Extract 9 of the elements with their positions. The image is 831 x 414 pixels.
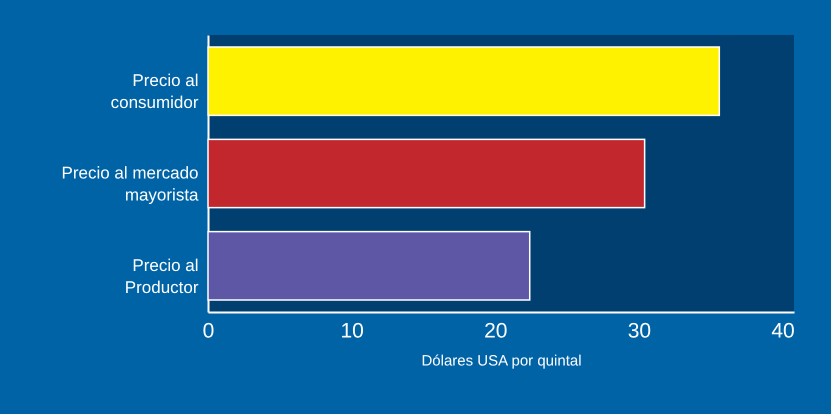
x-tick-label: 0 <box>202 320 214 342</box>
y-tick-label: Precio al Productor <box>124 256 199 297</box>
x-tick-label: 20 <box>484 320 508 342</box>
y-tick-label: Precio al consumidor <box>110 71 199 112</box>
x-axis-title: Dólares USA por quintal <box>421 352 582 370</box>
x-tick-label: 30 <box>628 320 652 342</box>
y-tick-label: Precio al mercado mayorista <box>61 164 200 204</box>
x-tick-label: 40 <box>771 320 795 342</box>
x-tick-label: 10 <box>340 320 364 342</box>
